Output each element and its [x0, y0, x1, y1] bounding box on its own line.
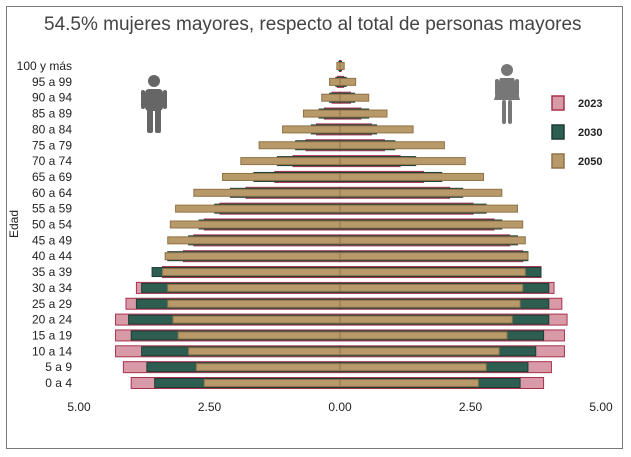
- y-tick-label: 5 a 9: [45, 360, 72, 374]
- bar-men-2050: [329, 77, 341, 86]
- bar-women-2050: [339, 141, 445, 150]
- legend: 2023 2030 2050: [551, 95, 602, 169]
- bar-women-2050: [339, 220, 524, 229]
- bar-men-2050: [177, 331, 341, 340]
- y-tick-label: 35 a 39: [32, 265, 72, 279]
- bar-women-2050: [339, 62, 345, 70]
- bar-men-2050: [167, 283, 341, 292]
- x-tick-label: 0.00: [328, 400, 352, 414]
- legend-swatch-2050: [551, 153, 565, 169]
- y-tick-label: 50 a 54: [32, 218, 72, 232]
- y-tick-label: 45 a 49: [32, 233, 72, 247]
- y-tick-label: 20 a 24: [32, 313, 72, 327]
- bar-men-2050: [162, 268, 341, 277]
- bar-women-2050: [339, 93, 370, 102]
- bar-women-2050: [339, 77, 357, 86]
- y-tick-label: 95 a 99: [32, 75, 72, 89]
- bar-men-2050: [164, 252, 341, 261]
- x-tick-label: 5.00: [589, 400, 613, 414]
- bar-women-2050: [339, 109, 388, 118]
- bar-women-2050: [339, 299, 521, 308]
- bar-women-2050: [339, 204, 518, 213]
- bar-women-2050: [339, 363, 487, 372]
- legend-swatch-2023: [551, 95, 565, 111]
- y-tick-label: 0 a 4: [45, 376, 72, 390]
- bar-women-2050: [339, 157, 466, 166]
- y-tick-label: 90 a 94: [32, 91, 72, 105]
- bar-women-2050: [339, 347, 500, 356]
- y-tick-label: 85 a 89: [32, 107, 72, 121]
- bar-men-2050: [282, 125, 341, 134]
- y-tick-label: 25 a 29: [32, 297, 72, 311]
- bar-men-2050: [172, 315, 341, 324]
- bar-men-2050: [195, 363, 341, 372]
- y-tick-label: 75 a 79: [32, 138, 72, 152]
- bar-women-2050: [339, 315, 513, 324]
- bar-men-2050: [193, 188, 341, 197]
- legend-swatch-2030: [551, 124, 565, 140]
- bar-women-2050: [339, 236, 526, 245]
- y-tick-label: 80 a 84: [32, 122, 72, 136]
- bar-women-2050: [339, 283, 524, 292]
- bar-men-2050: [203, 379, 341, 387]
- y-tick-label: 10 a 14: [32, 344, 72, 358]
- bar-men-2050: [302, 109, 341, 118]
- chart-title: 54.5% mujeres mayores, respecto al total…: [44, 14, 582, 35]
- x-tick-label: 5.00: [67, 400, 91, 414]
- bar-men-2050: [321, 93, 341, 102]
- bars-group: [115, 60, 568, 389]
- bar-men-2050: [169, 220, 341, 229]
- y-tick-label: 15 a 19: [32, 328, 72, 342]
- y-tick-label: 60 a 64: [32, 186, 72, 200]
- woman-icon: [494, 64, 520, 124]
- y-tick-label: 40 a 44: [32, 249, 72, 263]
- y-tick-label: 55 a 59: [32, 202, 72, 216]
- y-tick-label: 70 a 74: [32, 154, 72, 168]
- bar-men-2050: [167, 236, 341, 245]
- legend-label: 2030: [578, 127, 602, 139]
- x-tick-labels: 5.00 2.50 0.00 2.50 5.00: [67, 400, 613, 414]
- bar-men-2050: [258, 141, 341, 150]
- bar-men-2050: [222, 172, 341, 181]
- legend-label: 2050: [578, 156, 602, 168]
- bar-men-2050: [175, 204, 341, 213]
- bar-men-2050: [240, 157, 341, 166]
- bar-women-2050: [339, 252, 529, 261]
- bar-men-2050: [167, 299, 341, 308]
- y-tick-label: 100 y más: [17, 59, 72, 73]
- y-tick-label: 65 a 69: [32, 170, 72, 184]
- y-tick-label: 30 a 34: [32, 281, 72, 295]
- bar-women-2050: [339, 331, 508, 340]
- y-axis-label: Edad: [7, 210, 21, 238]
- bar-men-2050: [188, 347, 341, 356]
- x-tick-label: 2.50: [459, 400, 483, 414]
- bar-women-2050: [339, 379, 479, 387]
- legend-label: 2023: [578, 98, 602, 110]
- x-tick-label: 2.50: [198, 400, 222, 414]
- bar-women-2050: [339, 188, 503, 197]
- man-icon: [141, 75, 167, 133]
- bar-women-2050: [339, 172, 485, 181]
- bar-women-2050: [339, 125, 414, 134]
- bar-women-2050: [339, 268, 526, 277]
